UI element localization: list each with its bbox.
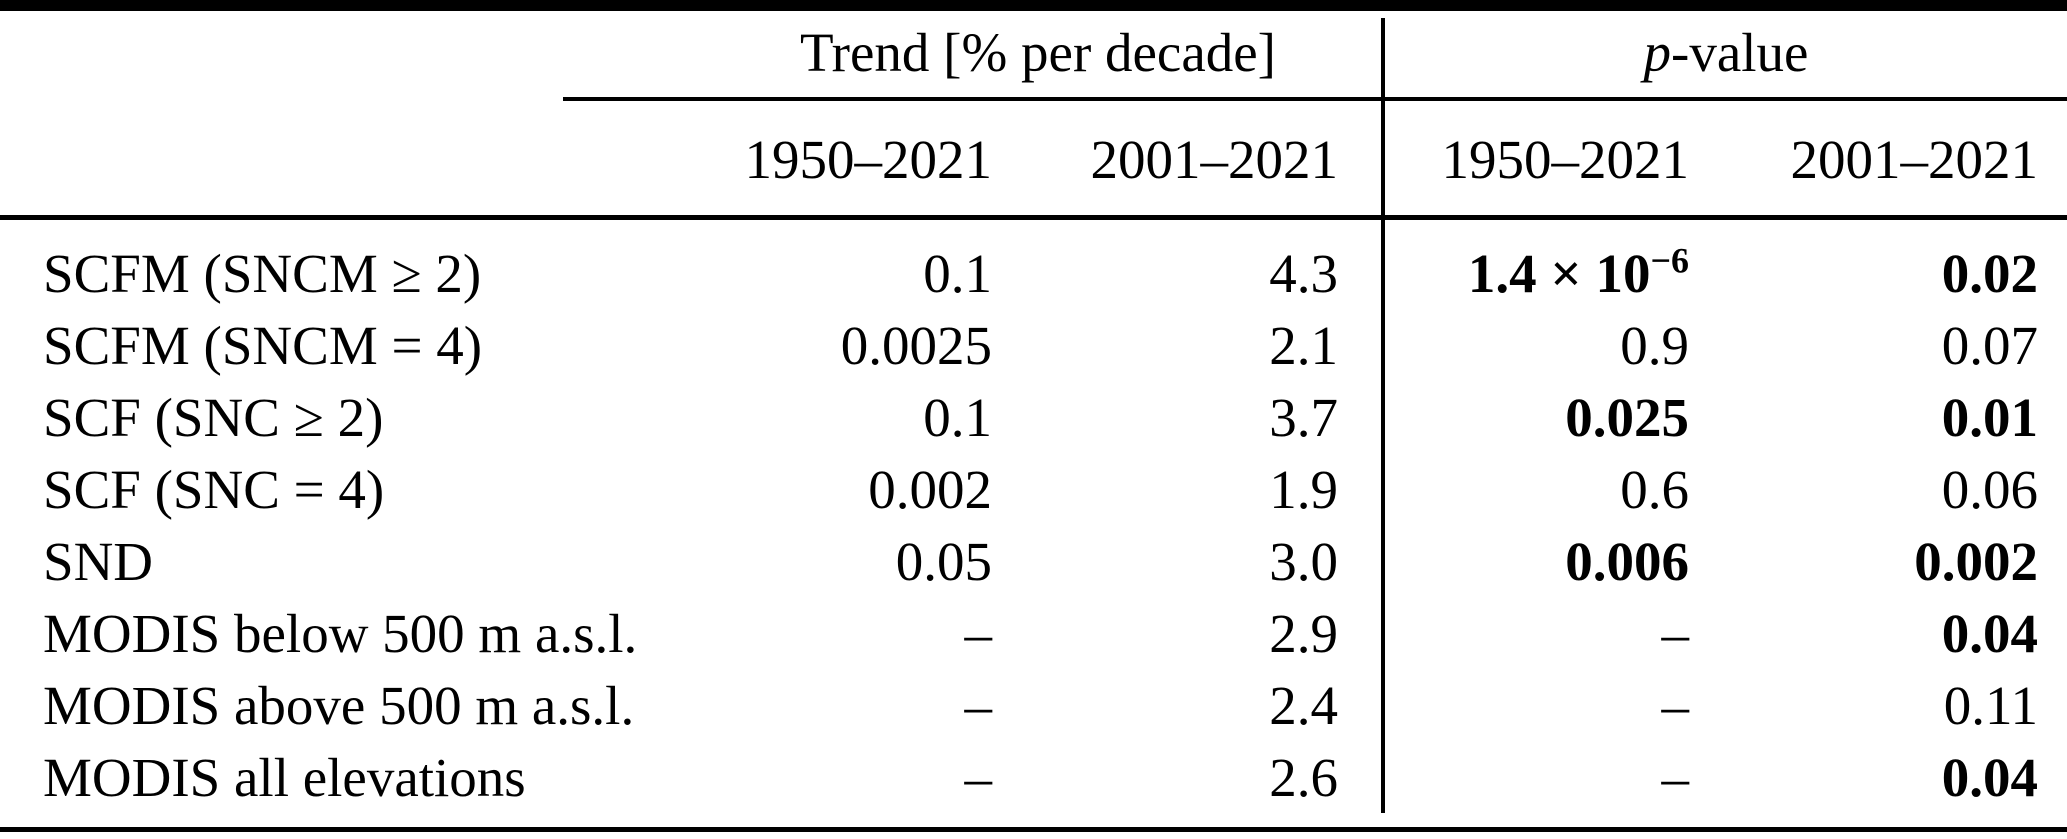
p-value-superscript: −6 xyxy=(1650,240,1689,281)
p-2001-text: 0.06 xyxy=(1942,459,2038,520)
trend-group-label: Trend [% per decade] xyxy=(800,22,1276,83)
trend-2001-value: 3.0 xyxy=(1269,531,1338,592)
mid-rule xyxy=(0,215,2067,220)
trend-2001-value: 1.9 xyxy=(1269,459,1338,520)
p-1950-text: 0.6 xyxy=(1620,459,1689,520)
row-label: MODIS all elevations xyxy=(43,747,526,808)
table-row: MODIS above 500 m a.s.l. – 2.4 – 0.11 xyxy=(0,670,2038,742)
p-1950-text: 0.006 xyxy=(1565,531,1689,592)
trend-2001-value: 4.3 xyxy=(1269,243,1338,304)
table-row: SCFM (SNCM = 4) 0.0025 2.1 0.9 0.07 xyxy=(0,310,2038,382)
p-value-base: – xyxy=(1661,747,1690,808)
column-divider-rule xyxy=(1381,18,1385,813)
top-rule xyxy=(0,0,2067,11)
p-value-base: – xyxy=(1661,603,1690,664)
p-value-base: 0.9 xyxy=(1620,315,1689,376)
p-2001-text: 0.11 xyxy=(1944,675,2038,736)
p-value-base: – xyxy=(1661,675,1690,736)
subheader-trend-2001-2021: 2001–2021 xyxy=(1090,129,1339,190)
trend-1950-value: 0.1 xyxy=(923,243,992,304)
p-value-base: 0.02 xyxy=(1941,243,2038,304)
p-1950-text: – xyxy=(1662,675,1690,736)
p-2001-value: 0.02 xyxy=(1689,238,2038,310)
subheader-pvalue-2001-2021: 2001–2021 xyxy=(1790,129,2039,190)
p-value-base: 0.01 xyxy=(1941,387,2038,448)
p-value-base: 0.006 xyxy=(1565,531,1689,592)
trend-1950-value: – xyxy=(964,603,993,664)
p-1950-value: – xyxy=(1338,670,1690,742)
p-value-base: 0.07 xyxy=(1941,315,2038,376)
p-2001-value: 0.04 xyxy=(1689,598,2038,670)
table-row: MODIS below 500 m a.s.l. – 2.9 – 0.04 xyxy=(0,598,2038,670)
p-2001-value: 0.01 xyxy=(1689,382,2038,454)
trend-1950-value: 0.002 xyxy=(868,459,992,520)
p-2001-value: 0.06 xyxy=(1689,454,2038,526)
p-1950-text: 1.4 × 10−6 xyxy=(1468,243,1689,304)
row-label: MODIS above 500 m a.s.l. xyxy=(43,675,635,736)
p-1950-text: 0.025 xyxy=(1565,387,1689,448)
trend-1950-value: – xyxy=(964,675,993,736)
p-1950-value: – xyxy=(1338,598,1690,670)
column-group-header-trend: Trend [% per decade] xyxy=(563,24,1513,82)
p-1950-value: 0.6 xyxy=(1338,454,1689,526)
trend-2001-value: 2.9 xyxy=(1269,603,1338,664)
column-group-header-pvalue: p-value xyxy=(1385,24,2067,82)
table-row: MODIS all elevations – 2.6 – 0.04 xyxy=(0,742,2038,814)
subheader-pvalue-1950-2021: 1950–2021 xyxy=(1441,129,1690,190)
p-2001-text: 0.01 xyxy=(1942,387,2038,448)
subheader-trend-1950-2021: 1950–2021 xyxy=(744,129,993,190)
p-value-base: 0.11 xyxy=(1943,675,2038,736)
trend-1950-value: 0.05 xyxy=(895,531,992,592)
trend-2001-value: 2.1 xyxy=(1269,315,1338,376)
p-1950-value: 0.9 xyxy=(1338,310,1689,382)
p-2001-value: 0.07 xyxy=(1689,310,2038,382)
p-1950-value: 0.006 xyxy=(1338,526,1689,598)
p-2001-text: 0.02 xyxy=(1942,243,2038,304)
table-row: SND 0.05 3.0 0.006 0.002 xyxy=(0,526,2038,598)
p-2001-value: 0.04 xyxy=(1689,742,2038,814)
table-body: SCFM (SNCM ≥ 2) 0.1 4.3 1.4 × 10−6 0.02 … xyxy=(0,238,2038,814)
trend-2001-value: 2.4 xyxy=(1269,675,1338,736)
p-value-base: 0.6 xyxy=(1620,459,1689,520)
p-value-base: 0.025 xyxy=(1565,387,1689,448)
row-label: SND xyxy=(43,531,154,592)
trend-1950-value: – xyxy=(964,747,993,808)
row-label: MODIS below 500 m a.s.l. xyxy=(43,603,638,664)
header-underline-rule xyxy=(563,97,2067,101)
p-2001-text: 0.002 xyxy=(1914,531,2038,592)
pvalue-group-label-rest: -value xyxy=(1671,22,1809,83)
p-1950-value: 1.4 × 10−6 xyxy=(1338,238,1689,310)
table-row: SCF (SNC ≥ 2) 0.1 3.7 0.025 0.01 xyxy=(0,382,2038,454)
p-1950-text: – xyxy=(1662,603,1690,664)
trend-1950-value: 0.1 xyxy=(923,387,992,448)
p-value-base: 0.04 xyxy=(1941,603,2038,664)
p-1950-value: – xyxy=(1338,742,1690,814)
p-1950-text: – xyxy=(1662,747,1690,808)
p-2001-text: 0.04 xyxy=(1942,603,2038,664)
trend-2001-value: 2.6 xyxy=(1269,747,1338,808)
pvalue-group-label-italic-p: p xyxy=(1643,22,1672,83)
p-value-base: 0.04 xyxy=(1941,747,2038,808)
p-1950-text: 0.9 xyxy=(1620,315,1689,376)
p-value-base: 1.4 × 10 xyxy=(1467,243,1651,304)
p-2001-text: 0.04 xyxy=(1942,747,2038,808)
row-label: SCFM (SNCM ≥ 2) xyxy=(43,243,482,304)
p-value-base: 0.002 xyxy=(1914,531,2038,592)
bottom-rule xyxy=(0,827,2067,832)
row-label: SCFM (SNCM = 4) xyxy=(43,315,483,376)
p-1950-value: 0.025 xyxy=(1338,382,1689,454)
p-2001-value: 0.11 xyxy=(1689,670,2038,742)
row-label: SCF (SNC = 4) xyxy=(43,459,385,520)
table-row: SCF (SNC = 4) 0.002 1.9 0.6 0.06 xyxy=(0,454,2038,526)
row-label: SCF (SNC ≥ 2) xyxy=(43,387,384,448)
trend-2001-value: 3.7 xyxy=(1269,387,1338,448)
p-value-base: 0.06 xyxy=(1941,459,2038,520)
trend-1950-value: 0.0025 xyxy=(840,315,992,376)
p-2001-text: 0.07 xyxy=(1942,315,2038,376)
table-row: SCFM (SNCM ≥ 2) 0.1 4.3 1.4 × 10−6 0.02 xyxy=(0,238,2038,310)
p-2001-value: 0.002 xyxy=(1689,526,2038,598)
